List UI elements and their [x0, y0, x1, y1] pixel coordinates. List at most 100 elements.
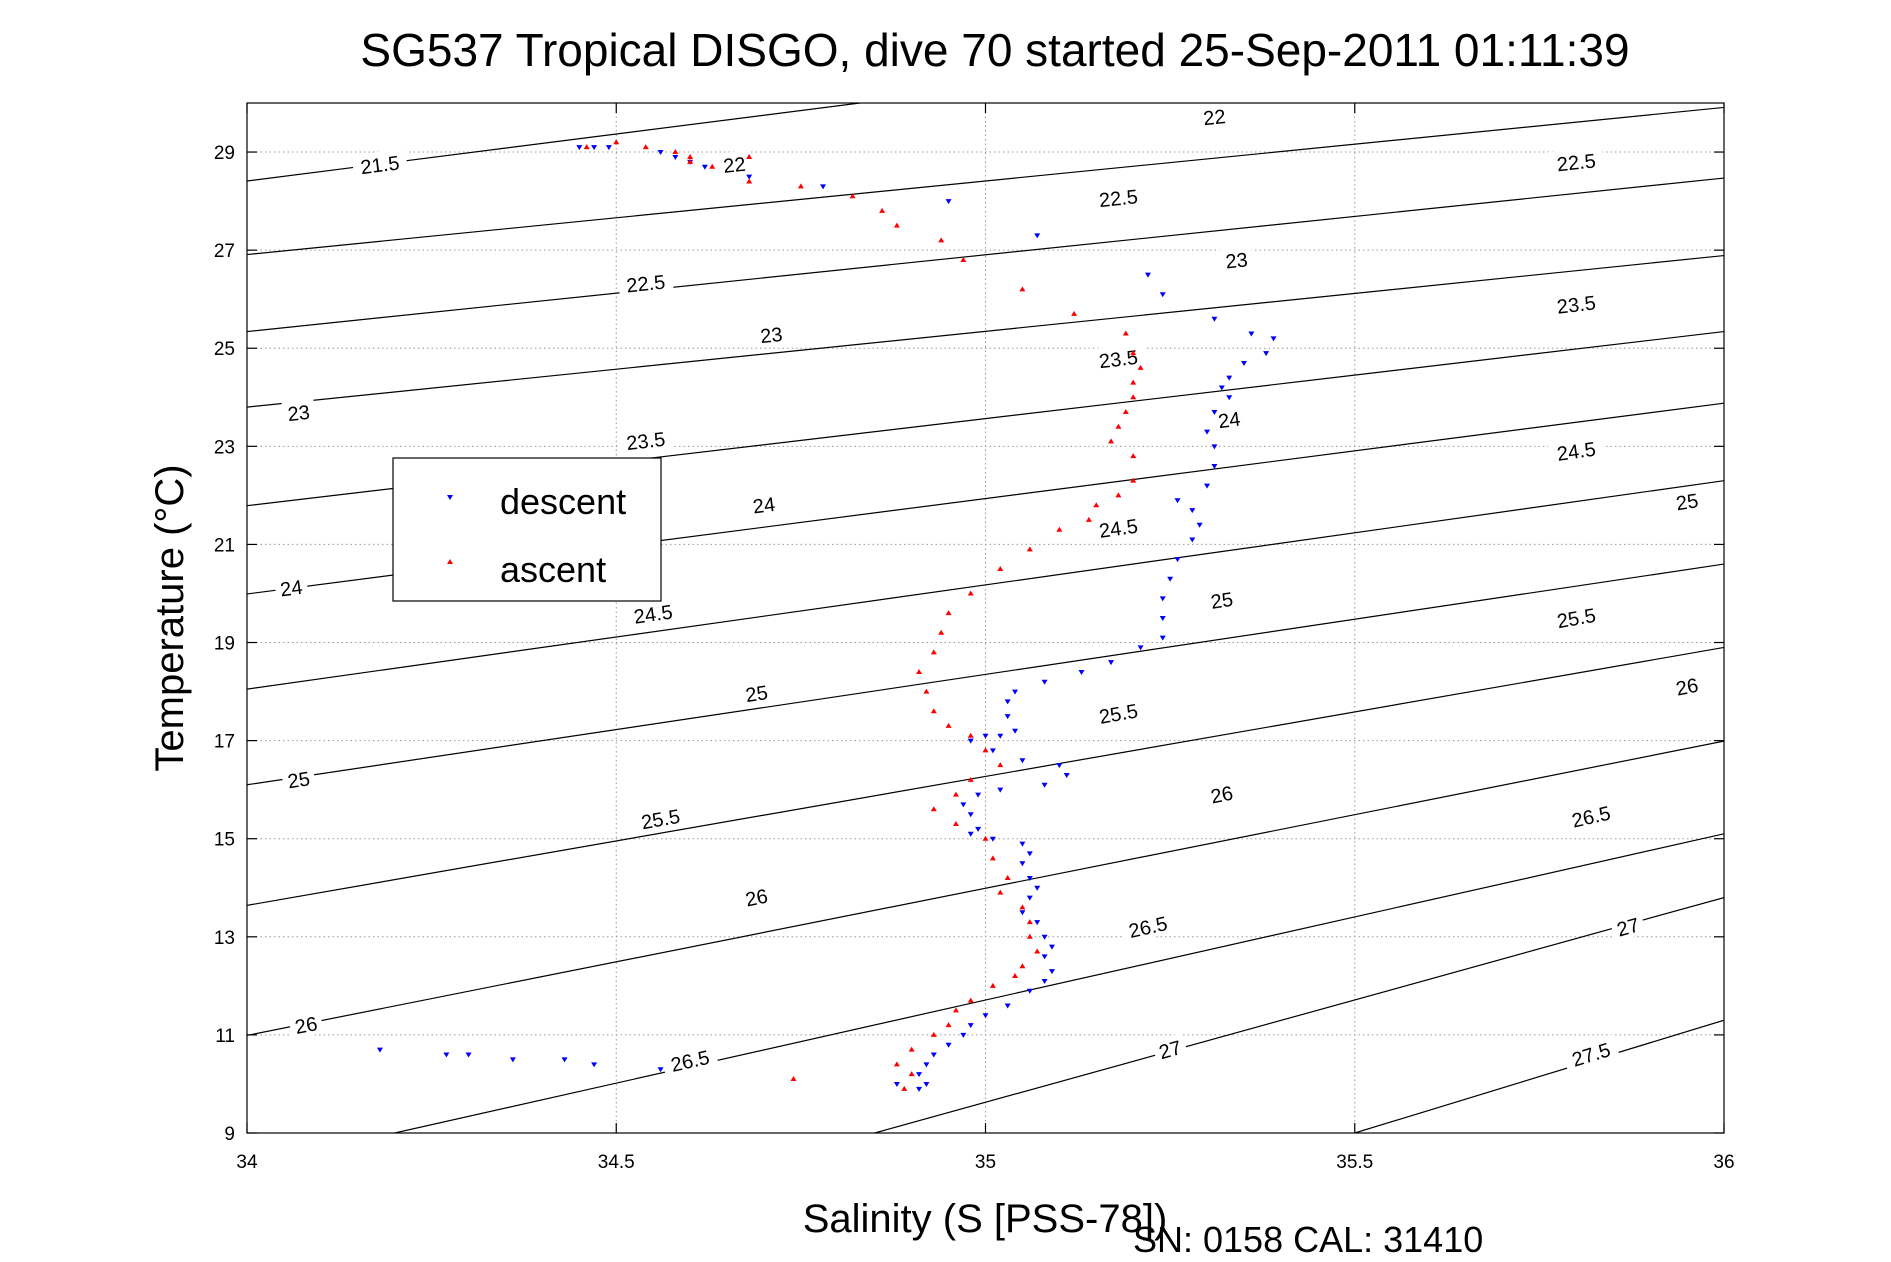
y-tick-label: 27	[214, 241, 235, 262]
descent-point	[1174, 557, 1181, 563]
ascent-point	[997, 889, 1004, 895]
ascent-point	[1130, 394, 1137, 400]
descent-point	[1240, 360, 1247, 366]
ascent-point	[945, 1022, 952, 1028]
contour-label-bg	[738, 678, 775, 707]
descent-point	[1034, 233, 1041, 239]
contour-label: 25	[1209, 589, 1234, 614]
contour-label-bg	[1547, 288, 1605, 319]
contour-label: 23	[759, 324, 783, 348]
descent-point	[1004, 714, 1011, 720]
density-contour-line	[247, 106, 1724, 256]
ascent-point	[960, 256, 967, 262]
density-contour-labels: 21.5 22 22 22.5 22.5 22.5 23 23 23 23.5 23.5 23.5 24…	[273, 102, 1705, 1078]
density-contour-line	[247, 254, 1724, 408]
descent-point	[1167, 576, 1174, 582]
legend-marker-ascent	[447, 559, 453, 564]
ascent-point	[746, 153, 753, 159]
descent-point	[916, 1072, 923, 1078]
ascent-point	[930, 1031, 937, 1037]
descent-point	[1012, 689, 1019, 695]
contour-label-bg	[281, 398, 316, 426]
ascent-point	[967, 732, 974, 738]
y-tick-label: 19	[214, 634, 235, 655]
descent-point	[945, 1042, 952, 1048]
ascent-point	[989, 982, 996, 988]
ascent-point	[930, 649, 937, 655]
density-contour-line	[247, 177, 1724, 333]
x-tick-label: 34	[236, 1152, 258, 1173]
legend-label-ascent: ascent	[500, 549, 606, 590]
ascent-point	[746, 178, 753, 184]
y-axis-ticks: 9 11 13 15 17 19 21 23 25 27 29	[214, 143, 1724, 1145]
ascent-point	[1130, 350, 1137, 356]
descent-point	[1026, 851, 1033, 857]
descent-point	[923, 1081, 930, 1087]
contour-label-bg	[746, 490, 782, 519]
contour-label-bg	[1090, 342, 1147, 374]
contour-label: 22.5	[1556, 150, 1597, 176]
descent-point	[1078, 669, 1085, 675]
contour-label-bg	[1089, 511, 1147, 543]
descent-point	[930, 1052, 937, 1058]
descent-point	[1211, 316, 1218, 322]
descent-point	[1041, 782, 1048, 788]
contour-label-bg	[1211, 404, 1247, 433]
contour-label-bg	[1204, 585, 1240, 614]
descent-point	[967, 738, 974, 744]
x-tick-label: 36	[1713, 1152, 1734, 1173]
y-tick-label: 13	[214, 928, 235, 949]
contour-label: 22	[722, 154, 746, 178]
contour-label-bg	[280, 764, 317, 794]
x-axis-ticks: 34 34.5 35 35.5 36	[236, 103, 1735, 1173]
ascent-point	[893, 222, 900, 228]
contour-label: 25	[286, 768, 311, 793]
legend: descent ascent	[392, 457, 662, 602]
descent-point	[1041, 679, 1048, 685]
descent-point	[1159, 292, 1166, 298]
contour-label: 22.5	[1098, 186, 1139, 212]
ascent-point	[1019, 286, 1026, 292]
descent-point	[443, 1052, 450, 1058]
chart-title: SG537 Tropical DISGO, dive 70 started 25…	[360, 24, 1629, 76]
ascent-point	[1115, 423, 1122, 429]
ascent-point	[930, 806, 937, 812]
contour-label: 25	[744, 682, 769, 707]
ascent-point	[709, 163, 716, 169]
series-ascent	[583, 139, 1144, 1091]
ascent-point	[989, 855, 996, 861]
descent-point	[960, 1032, 967, 1038]
legend-box	[392, 457, 662, 602]
descent-point	[916, 1086, 923, 1092]
contour-label-bg	[1089, 696, 1147, 730]
contour-label-bg	[717, 150, 752, 178]
descent-point	[989, 836, 996, 842]
descent-point	[576, 145, 583, 151]
descent-point	[657, 1067, 664, 1073]
contour-label: 21.5	[359, 152, 400, 179]
ascent-point	[879, 207, 886, 213]
descent-point	[701, 164, 708, 170]
descent-point	[1026, 875, 1033, 881]
contour-label: 24.5	[1556, 439, 1598, 466]
contour-label-bg	[617, 267, 674, 298]
ascent-point	[1019, 963, 1026, 969]
descent-point	[967, 812, 974, 818]
contour-label: 23.5	[1098, 347, 1139, 373]
contour-label-bg	[738, 881, 775, 912]
ascent-point	[901, 1085, 908, 1091]
contour-label-bg	[1609, 910, 1647, 942]
ascent-point	[1026, 546, 1033, 552]
descent-point	[1012, 728, 1019, 734]
ascent-point	[952, 1007, 959, 1013]
contour-label-bg	[1203, 778, 1240, 809]
legend-label-descent: descent	[500, 481, 626, 522]
descent-point	[1026, 988, 1033, 994]
density-contour-line	[874, 896, 1724, 1133]
descent-point	[672, 154, 679, 160]
descent-point	[1019, 910, 1026, 916]
contour-label-bg	[1118, 908, 1177, 944]
descent-point	[1159, 596, 1166, 602]
ascent-point	[916, 668, 923, 674]
descent-point	[605, 145, 612, 151]
